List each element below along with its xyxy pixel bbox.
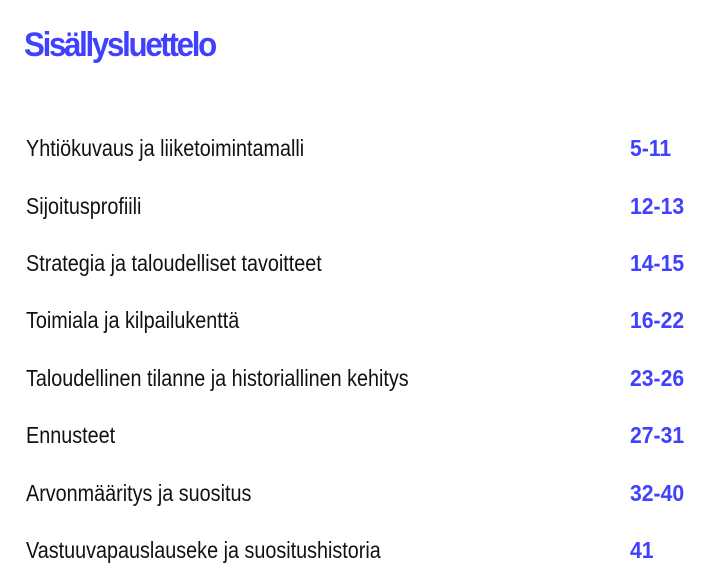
toc-entry-label: Taloudellinen tilanne ja historiallinen … [26,365,409,391]
toc-entry-pages: 5-11 [630,135,672,161]
toc-entry-pages: 23-26 [630,365,685,391]
page-title: Sisällysluettelo [24,26,217,64]
toc-entry[interactable]: Toimiala ja kilpailukenttä 16-22 [26,307,706,337]
toc-entry-label: Strategia ja taloudelliset tavoitteet [26,250,322,276]
toc-entry[interactable]: Ennusteet 27-31 [26,422,706,452]
toc-entry-label: Arvonmääritys ja suositus [26,480,252,506]
toc-entry-pages: 27-31 [630,422,685,448]
toc-entry[interactable]: Sijoitusprofiili 12-13 [26,193,706,223]
toc-entry-pages: 41 [630,537,654,563]
toc-entry-pages: 12-13 [630,193,685,219]
toc-entry[interactable]: Yhtiökuvaus ja liiketoimintamalli 5-11 [26,135,706,165]
toc-entry-label: Vastuuvapauslauseke ja suositushistoria [26,537,381,563]
toc-entry[interactable]: Strategia ja taloudelliset tavoitteet 14-… [26,250,706,280]
toc-entry[interactable]: Vastuuvapauslauseke ja suositushistoria 4… [26,537,706,567]
toc-entry-label: Ennusteet [26,422,116,448]
toc-entry-pages: 32-40 [630,480,685,506]
toc-entry-label: Yhtiökuvaus ja liiketoimintamalli [26,135,305,161]
toc-entry-pages: 14-15 [630,250,685,276]
toc-entry-pages: 16-22 [630,307,685,333]
toc-entry[interactable]: Arvonmääritys ja suositus 32-40 [26,480,706,510]
toc-entry-label: Sijoitusprofiili [26,193,142,219]
toc-entry-label: Toimiala ja kilpailukenttä [26,307,240,333]
toc-entry[interactable]: Taloudellinen tilanne ja historiallinen … [26,365,706,395]
